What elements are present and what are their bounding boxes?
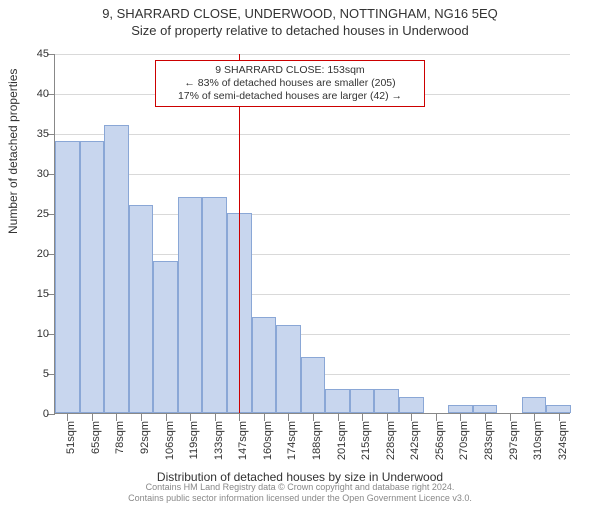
histogram-bar [153,261,178,413]
x-tick-label: 92sqm [139,421,151,454]
histogram-bar [202,197,227,413]
histogram-chart: 05101520253035404551sqm65sqm78sqm92sqm10… [54,54,570,414]
y-axis-label: Number of detached properties [6,69,20,234]
x-tick-label: 201sqm [336,421,348,460]
x-tick-label: 215sqm [360,421,372,460]
histogram-bar [374,389,399,413]
x-tick [485,413,486,421]
y-tick-label: 35 [25,128,49,140]
x-tick [387,413,388,421]
x-tick [460,413,461,421]
y-tick-label: 20 [25,248,49,260]
x-tick [510,413,511,421]
y-tick-label: 25 [25,208,49,220]
x-tick [264,413,265,421]
page-title-line-1: 9, SHARRARD CLOSE, UNDERWOOD, NOTTINGHAM… [0,6,600,21]
reference-line [239,54,240,413]
attribution-footer: Contains HM Land Registry data © Crown c… [0,482,600,504]
x-tick-label: 270sqm [458,421,470,460]
x-tick-label: 119sqm [188,421,200,459]
x-tick-label: 106sqm [164,421,176,460]
x-tick [190,413,191,421]
histogram-bar [252,317,277,413]
x-tick-label: 160sqm [262,421,274,460]
x-tick [141,413,142,421]
x-tick-label: 133sqm [213,421,225,460]
x-tick [534,413,535,421]
histogram-bar [55,141,80,413]
histogram-bar [399,397,424,413]
histogram-bar [80,141,105,413]
x-tick [92,413,93,421]
x-tick-label: 228sqm [385,421,397,460]
x-tick [239,413,240,421]
x-tick-label: 242sqm [409,421,421,460]
x-tick-label: 147sqm [237,421,249,460]
annotation-line: ← 83% of detached houses are smaller (20… [162,77,418,90]
x-tick [436,413,437,421]
page-title-line-2: Size of property relative to detached ho… [0,23,600,38]
gridline [55,54,570,55]
x-tick-label: 65sqm [90,421,102,454]
histogram-bar [301,357,326,413]
histogram-bar [178,197,203,413]
plot-area: 05101520253035404551sqm65sqm78sqm92sqm10… [54,54,570,414]
y-tick-label: 45 [25,48,49,60]
x-tick-label: 283sqm [483,421,495,460]
annotation-line: 9 SHARRARD CLOSE: 153sqm [162,64,418,77]
annotation-callout: 9 SHARRARD CLOSE: 153sqm← 83% of detache… [155,60,425,107]
histogram-bar [276,325,301,413]
attribution-line-2: Contains public sector information licen… [0,493,600,504]
histogram-bar [104,125,129,413]
histogram-bar [473,405,498,413]
annotation-line: 17% of semi-detached houses are larger (… [162,90,418,103]
y-tick-label: 5 [25,368,49,380]
histogram-bar [546,405,571,413]
gridline [55,174,570,175]
x-tick [116,413,117,421]
y-tick-label: 40 [25,88,49,100]
attribution-line-1: Contains HM Land Registry data © Crown c… [0,482,600,493]
x-tick-label: 324sqm [557,421,569,460]
y-tick-label: 10 [25,328,49,340]
x-tick-label: 174sqm [286,421,298,460]
x-tick [67,413,68,421]
y-tick-label: 0 [25,408,49,420]
y-tick-label: 15 [25,288,49,300]
x-tick-label: 310sqm [532,421,544,460]
x-tick-label: 188sqm [311,421,323,460]
x-tick [215,413,216,421]
x-tick-label: 78sqm [114,421,126,454]
x-tick-label: 51sqm [65,421,77,454]
y-tick-label: 30 [25,168,49,180]
x-tick [288,413,289,421]
x-tick [559,413,560,421]
x-tick-label: 256sqm [434,421,446,460]
x-tick [338,413,339,421]
gridline [55,134,570,135]
histogram-bar [129,205,154,413]
x-tick [313,413,314,421]
x-tick-label: 297sqm [508,421,520,460]
histogram-bar [350,389,375,413]
histogram-bar [325,389,350,413]
x-tick [166,413,167,421]
x-tick [362,413,363,421]
histogram-bar [522,397,547,413]
histogram-bar [448,405,473,413]
x-tick [411,413,412,421]
